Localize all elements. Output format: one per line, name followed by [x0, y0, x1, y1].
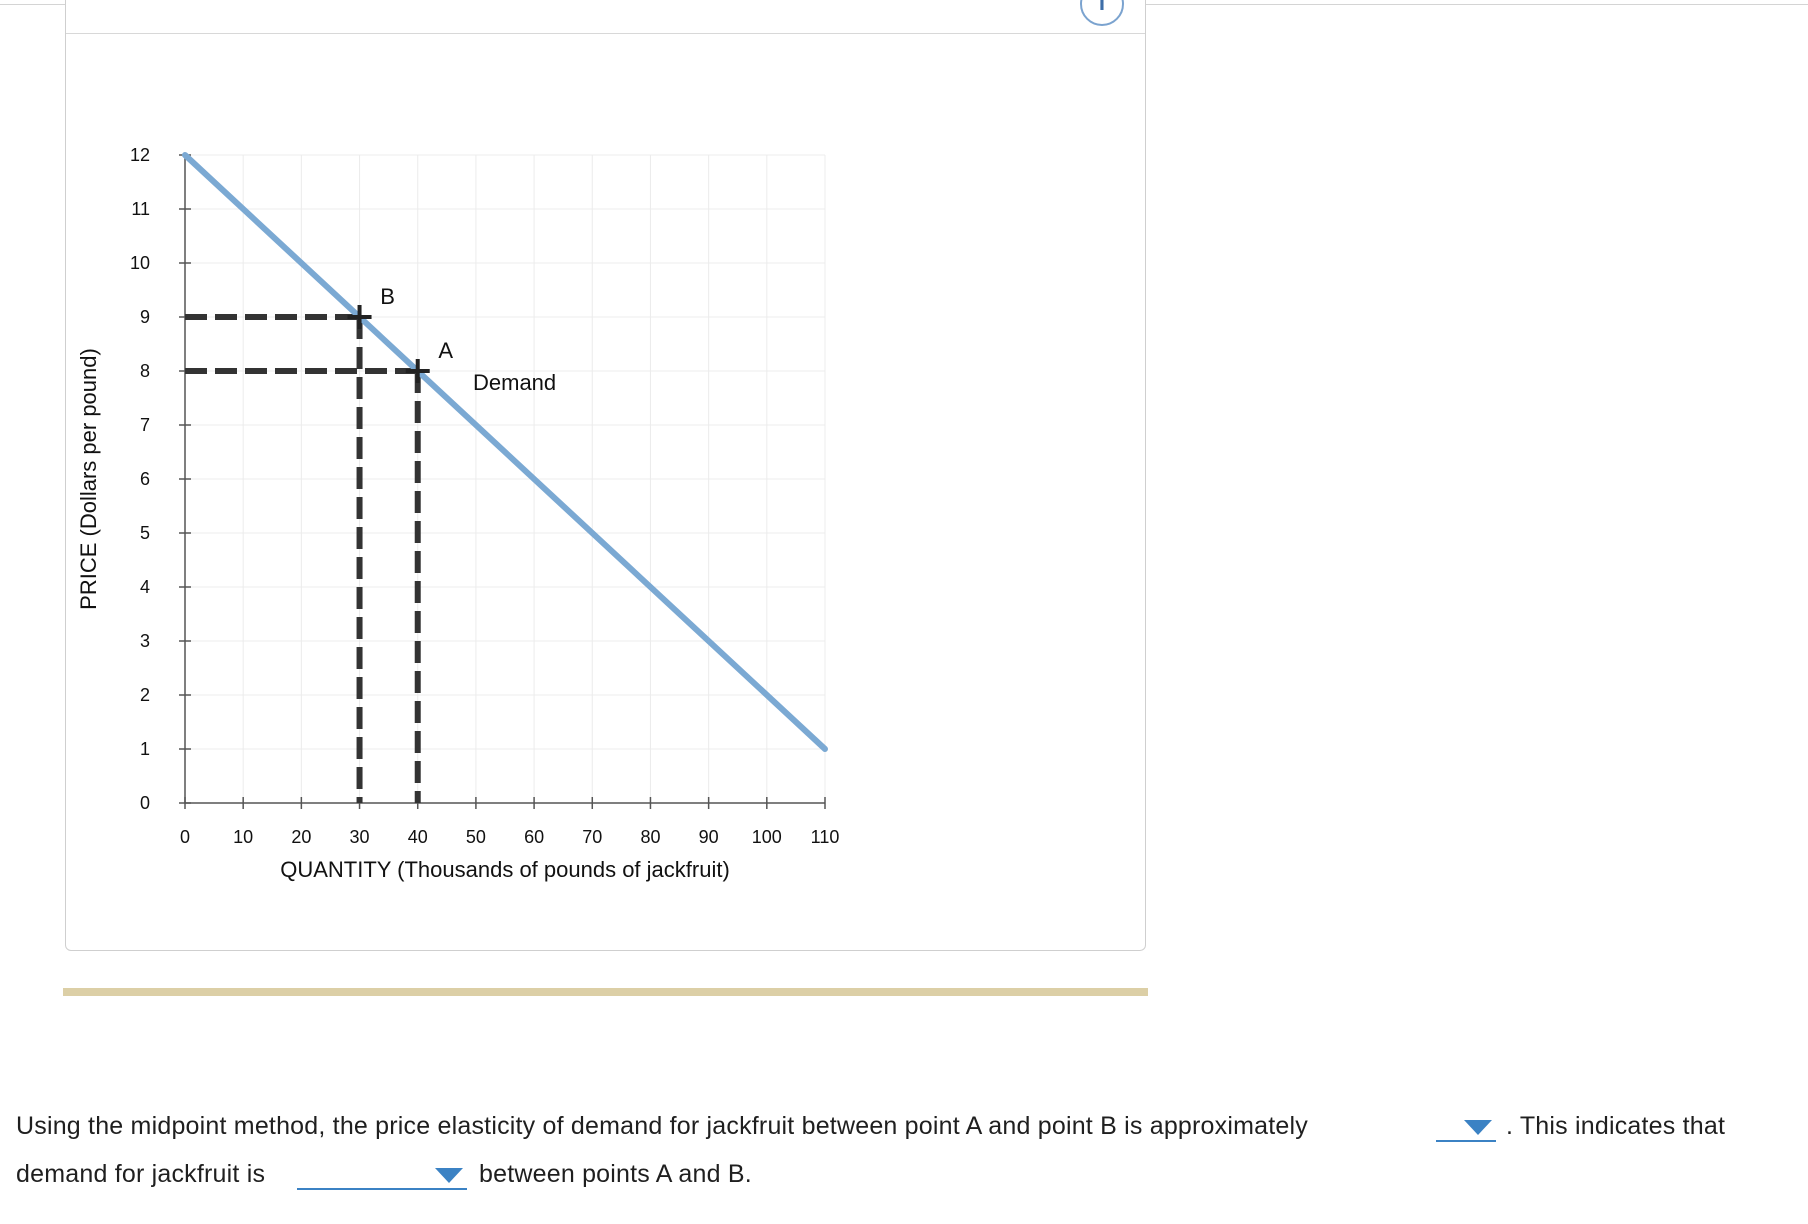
x-tick-label: 20	[291, 827, 311, 847]
x-tick-label: 0	[180, 827, 190, 847]
y-tick-label: 3	[140, 631, 150, 651]
chart-series	[182, 152, 828, 752]
elasticity-dropdown[interactable]	[1436, 1108, 1496, 1142]
x-tick-label: 40	[408, 827, 428, 847]
x-tick-label: 100	[752, 827, 782, 847]
y-tick-label: 1	[140, 739, 150, 759]
y-tick-label: 10	[130, 253, 150, 273]
y-tick-label: 12	[130, 145, 150, 165]
x-tick-label: 60	[524, 827, 544, 847]
y-tick-label: 11	[131, 199, 150, 219]
question-line-2-text: demand for jackfruit is	[16, 1160, 266, 1188]
y-tick-label: 7	[140, 415, 150, 435]
dashed-guide-lines	[185, 314, 421, 803]
x-tick-label: 30	[350, 827, 370, 847]
question-line-1-after: . This indicates that	[1506, 1112, 1726, 1140]
y-tick-label: 5	[140, 523, 150, 543]
graph-panel-header-divider	[66, 33, 1145, 34]
x-tick-label: 90	[699, 827, 719, 847]
y-axis-title: PRICE (Dollars per pound)	[76, 348, 101, 610]
x-tick-label: 70	[582, 827, 602, 847]
chart-gridlines	[185, 154, 826, 803]
y-tick-label: 0	[140, 793, 150, 813]
demand-type-dropdown[interactable]	[297, 1156, 467, 1190]
chart-text: 0 10 20 30 40 50 60 70 80 90 100 110012345678910111…	[76, 145, 839, 882]
graph-panel	[65, 0, 1146, 951]
x-tick-label: 80	[640, 827, 660, 847]
y-tick-label: 9	[140, 307, 150, 327]
point-label-B: B	[380, 284, 395, 309]
chevron-down-icon	[435, 1168, 463, 1183]
section-separator-bar	[63, 988, 1148, 996]
demand-chart: 0 10 20 30 40 50 60 70 80 90 100 110012345678910111…	[76, 145, 839, 882]
question-line-2-after: between points A and B.	[479, 1160, 752, 1188]
y-tick-label: 2	[140, 685, 150, 705]
y-tick-label: 6	[140, 469, 150, 489]
demand-curve	[182, 152, 828, 752]
y-tick-label: 8	[140, 361, 150, 381]
question-line-1-text: Using the midpoint method, the price ela…	[16, 1112, 1308, 1140]
point-label-A: A	[438, 338, 453, 363]
chart-points	[347, 305, 430, 383]
chevron-down-icon	[1464, 1120, 1492, 1135]
y-tick-label: 4	[140, 577, 150, 597]
x-axis-title: QUANTITY (Thousands of pounds of jackfru…	[280, 857, 730, 882]
series-label-demand: Demand	[473, 370, 556, 395]
x-tick-label: 10	[233, 827, 253, 847]
chart-axes	[179, 154, 826, 809]
x-tick-label: 110	[811, 827, 840, 847]
x-tick-label: 50	[466, 827, 486, 847]
